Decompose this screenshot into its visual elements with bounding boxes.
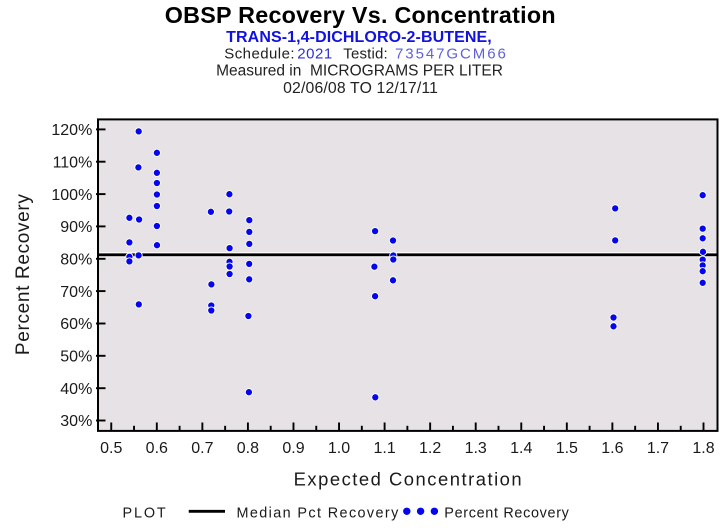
svg-text:73547GCM66: 73547GCM66 xyxy=(395,46,508,63)
svg-text:1.2: 1.2 xyxy=(419,440,441,457)
svg-text:Percent Recovery: Percent Recovery xyxy=(13,194,34,356)
svg-text:0.7: 0.7 xyxy=(191,440,213,457)
svg-text:0.6: 0.6 xyxy=(146,440,168,457)
svg-text:1.5: 1.5 xyxy=(556,440,578,457)
svg-text:30%: 30% xyxy=(60,413,92,430)
svg-text:1.8: 1.8 xyxy=(692,440,714,457)
svg-text:70%: 70% xyxy=(60,284,92,301)
svg-text:1.0: 1.0 xyxy=(328,440,350,457)
svg-text:Testid:: Testid: xyxy=(343,46,388,63)
svg-text:TRANS-1,4-DICHLORO-2-BUTENE,: TRANS-1,4-DICHLORO-2-BUTENE, xyxy=(226,29,492,46)
svg-text:Percent Recovery: Percent Recovery xyxy=(444,506,569,522)
svg-text:100%: 100% xyxy=(51,187,92,204)
svg-text:2021: 2021 xyxy=(297,46,332,63)
svg-text:Median Pct Recovery: Median Pct Recovery xyxy=(237,506,400,522)
svg-text:Expected Concentration: Expected Concentration xyxy=(294,468,524,489)
svg-text:1.4: 1.4 xyxy=(510,440,532,457)
svg-text:02/06/08 TO 12/17/11: 02/06/08 TO 12/17/11 xyxy=(283,80,438,97)
svg-text:1.7: 1.7 xyxy=(647,440,669,457)
svg-text:0.8: 0.8 xyxy=(237,440,259,457)
svg-text:1.1: 1.1 xyxy=(373,440,395,457)
svg-text:Measured in MICROGRAMS PER LI: Measured in MICROGRAMS PER LITER xyxy=(216,63,503,80)
svg-text:Schedule:: Schedule: xyxy=(224,46,295,63)
svg-text:50%: 50% xyxy=(60,349,92,366)
svg-text:90%: 90% xyxy=(60,219,92,236)
svg-text:110%: 110% xyxy=(53,154,93,171)
svg-text:0.5: 0.5 xyxy=(100,440,122,457)
svg-text:OBSP Recovery Vs. Concentratio: OBSP Recovery Vs. Concentration xyxy=(165,2,556,28)
svg-text:120%: 120% xyxy=(51,122,92,139)
svg-text:80%: 80% xyxy=(60,252,92,269)
svg-text:0.9: 0.9 xyxy=(282,440,304,457)
svg-text:40%: 40% xyxy=(60,381,92,398)
svg-text:1.6: 1.6 xyxy=(601,440,623,457)
svg-text:60%: 60% xyxy=(60,316,92,333)
svg-text:PLOT: PLOT xyxy=(123,506,168,522)
svg-text:1.3: 1.3 xyxy=(465,440,487,457)
